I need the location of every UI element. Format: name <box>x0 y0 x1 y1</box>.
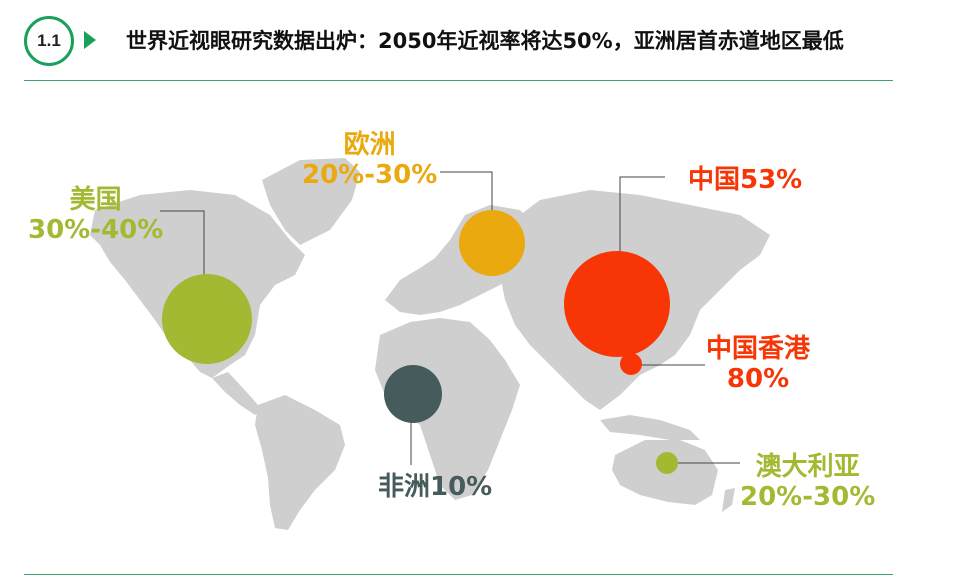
play-arrow-icon <box>84 31 96 49</box>
australia-value: 20%-30% <box>740 482 876 512</box>
europe-value: 20%-30% <box>302 160 438 190</box>
africa-label: 非洲10% <box>378 472 492 502</box>
southeast-asia-shape <box>600 415 700 440</box>
europe-leader-line <box>440 171 493 212</box>
leader-lines <box>160 171 740 465</box>
usa-leader-line <box>160 210 205 280</box>
europe-name: 欧洲 <box>343 130 396 160</box>
africa-bubble <box>384 365 442 423</box>
data-bubbles <box>162 210 678 474</box>
central-america-shape <box>212 372 262 415</box>
china-leader-line <box>619 176 665 260</box>
africa-shape <box>375 318 520 500</box>
china-name: 中国53% <box>688 165 803 195</box>
section-number-badge: 1.1 <box>24 16 74 66</box>
australia-bubble <box>656 452 678 474</box>
hongkong-name: 中国香港 <box>706 334 811 364</box>
header: 1.1 世界近视眼研究数据出炉：2050年近视率将达50%，亚洲居首赤道地区最低 <box>0 0 969 80</box>
top-divider <box>24 80 893 81</box>
europe-bubble <box>459 210 525 276</box>
usa-name: 美国 <box>69 185 122 215</box>
hongkong-bubble <box>620 353 642 375</box>
australia-label: 澳大利亚 20%-30% <box>740 452 875 512</box>
usa-bubble <box>162 274 252 364</box>
usa-value: 30%-40% <box>28 215 164 245</box>
bottom-divider <box>24 574 893 575</box>
new-zealand-shape <box>722 488 735 512</box>
china-bubble <box>564 251 670 357</box>
europe-label: 欧洲 20%-30% <box>302 130 437 190</box>
usa-label: 美国 30%-40% <box>28 185 163 245</box>
greenland-shape <box>262 158 360 245</box>
australia-name: 澳大利亚 <box>755 452 860 482</box>
page-title: 世界近视眼研究数据出炉：2050年近视率将达50%，亚洲居首赤道地区最低 <box>126 29 844 53</box>
china-label: 中国53% <box>688 165 802 195</box>
hongkong-label: 中国香港 80% <box>706 334 810 394</box>
south-america-shape <box>255 395 345 530</box>
africa-name: 非洲10% <box>378 472 493 502</box>
hongkong-value: 80% <box>726 364 790 394</box>
